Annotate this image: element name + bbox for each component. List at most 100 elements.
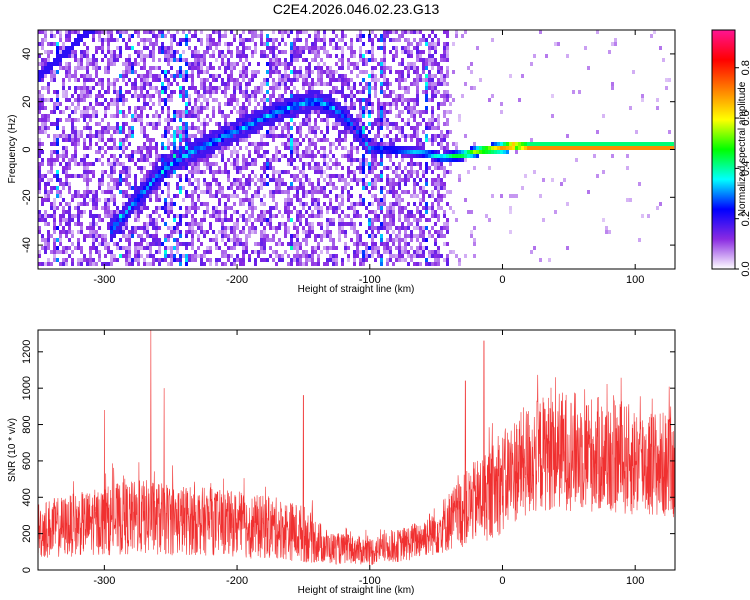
spectrogram-cell bbox=[575, 146, 578, 150]
spectrogram-cell bbox=[83, 138, 86, 142]
spectrogram-cell bbox=[206, 158, 209, 162]
spectrogram-cell bbox=[140, 210, 143, 214]
spectrogram-cell bbox=[245, 90, 248, 94]
spectrogram-cell bbox=[176, 150, 179, 154]
spectrogram-cell bbox=[137, 74, 140, 78]
spectrogram-cell bbox=[38, 118, 41, 122]
spectrogram-cell bbox=[68, 54, 71, 58]
spectrogram-cell bbox=[113, 234, 116, 238]
spectrogram-cell bbox=[44, 98, 47, 102]
spectrogram-cell bbox=[83, 118, 86, 122]
spectrogram-cell bbox=[230, 154, 233, 158]
spectrogram-cell bbox=[203, 210, 206, 214]
spectrogram-cell bbox=[362, 162, 365, 166]
spectrogram-cell bbox=[191, 202, 194, 206]
spectrogram-cell bbox=[137, 198, 140, 202]
spectrogram-cell bbox=[416, 58, 419, 62]
spectrogram-cell bbox=[446, 70, 449, 74]
spectrogram-cell bbox=[227, 158, 230, 162]
spectrogram-cell bbox=[164, 174, 167, 178]
spectrogram-cell bbox=[167, 162, 170, 166]
spectrogram-cell bbox=[608, 230, 611, 234]
spectrogram-cell bbox=[125, 194, 128, 198]
spectrogram-cell bbox=[446, 46, 449, 50]
spectrogram-cell bbox=[293, 174, 296, 178]
spectrogram-cell bbox=[215, 218, 218, 222]
spectrogram-cell bbox=[146, 30, 149, 34]
spectrogram-cell bbox=[425, 218, 428, 222]
spectrogram-cell bbox=[302, 226, 305, 230]
spectrogram-cell bbox=[65, 222, 68, 226]
spectrogram-cell bbox=[149, 98, 152, 102]
spectrogram-cell bbox=[257, 186, 260, 190]
spectrogram-cell bbox=[359, 102, 362, 106]
spectrogram-cell bbox=[272, 66, 275, 70]
spectrogram-cell bbox=[254, 46, 257, 50]
spectrogram-cell bbox=[443, 46, 446, 50]
spectrogram-cell bbox=[329, 66, 332, 70]
spectrogram-cell bbox=[236, 234, 239, 238]
spectrogram-cell bbox=[212, 130, 215, 134]
spectrogram-cell bbox=[257, 130, 260, 134]
spectrogram-cell bbox=[290, 238, 293, 242]
spectrogram-cell bbox=[425, 134, 428, 138]
spectrogram-cell bbox=[338, 58, 341, 62]
spectrogram-cell bbox=[128, 130, 131, 134]
spectrogram-cell bbox=[179, 38, 182, 42]
spectrogram-cell bbox=[200, 62, 203, 66]
spectrogram-cell bbox=[515, 194, 518, 198]
spectrogram-cell bbox=[380, 118, 383, 122]
spectrogram-cell bbox=[245, 134, 248, 138]
spectrogram-cell bbox=[227, 178, 230, 182]
spectrogram-cell bbox=[41, 246, 44, 250]
spectrogram-cell bbox=[422, 170, 425, 174]
spectrogram-cell bbox=[53, 158, 56, 162]
spectrogram-cell bbox=[218, 74, 221, 78]
spectrogram-cell bbox=[359, 198, 362, 202]
spectrogram-cell bbox=[155, 198, 158, 202]
spectrogram-cell bbox=[377, 218, 380, 222]
spectrogram-cell bbox=[221, 154, 224, 158]
spectrogram-cell bbox=[122, 142, 125, 146]
spectrogram-cell bbox=[59, 162, 62, 166]
spectrogram-cell bbox=[167, 58, 170, 62]
spectrogram-cell bbox=[68, 166, 71, 170]
spectrogram-cell bbox=[62, 262, 65, 266]
spectrogram-cell bbox=[173, 142, 176, 146]
spectrogram-cell bbox=[266, 38, 269, 42]
spectrogram-cell bbox=[329, 142, 332, 146]
spectrogram-cell bbox=[230, 150, 233, 154]
spectrogram-cell bbox=[215, 142, 218, 146]
spectrogram-cell bbox=[197, 130, 200, 134]
spectrogram-cell bbox=[392, 186, 395, 190]
spectrogram-cell bbox=[182, 242, 185, 246]
spectrogram-cell bbox=[107, 206, 110, 210]
spectrogram-cell bbox=[224, 194, 227, 198]
spectrogram-cell bbox=[191, 114, 194, 118]
spectrogram-cell bbox=[170, 230, 173, 234]
spectrogram-cell bbox=[251, 110, 254, 114]
spectrogram-cell bbox=[113, 226, 116, 230]
spectrogram-cell bbox=[323, 46, 326, 50]
spectrogram-cell bbox=[131, 126, 134, 130]
spectrogram-cell bbox=[245, 70, 248, 74]
spectrogram-cell bbox=[245, 210, 248, 214]
spectrogram-cell bbox=[53, 230, 56, 234]
spectrogram-cell bbox=[443, 134, 446, 138]
spectrogram-cell bbox=[380, 210, 383, 214]
spectrogram-cell bbox=[317, 182, 320, 186]
spectrogram-cell bbox=[224, 254, 227, 258]
spectrogram-cell bbox=[425, 166, 428, 170]
spectrogram-cell bbox=[191, 246, 194, 250]
spectrogram-cell bbox=[311, 82, 314, 86]
spectrogram-cell bbox=[374, 182, 377, 186]
spectrogram-cell bbox=[200, 222, 203, 226]
spectrogram-cell bbox=[131, 150, 134, 154]
spectrogram-cell bbox=[209, 222, 212, 226]
spectrogram-cell bbox=[50, 122, 53, 126]
spectrogram-cell bbox=[41, 78, 44, 82]
spectrogram-cell bbox=[299, 210, 302, 214]
spectrogram-cell bbox=[566, 246, 569, 250]
spectrogram-cell bbox=[98, 178, 101, 182]
spectrogram-cell bbox=[434, 134, 437, 138]
